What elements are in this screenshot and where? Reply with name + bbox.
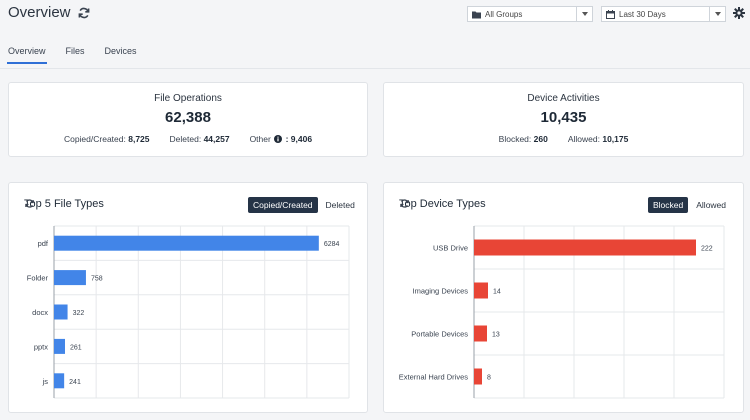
toggle-allowed[interactable]: Allowed	[696, 200, 727, 210]
category-label: USB Drive	[433, 244, 468, 253]
file-types-toggle: Copied/Created Deleted	[248, 197, 360, 213]
value-label: 6284	[324, 241, 340, 248]
value-label: 222	[701, 246, 713, 253]
value-label: 14	[493, 289, 501, 296]
refresh-icon[interactable]	[25, 199, 121, 210]
other-stat: Other : 9,406	[249, 134, 313, 144]
file-operations-card: File Operations 62,388 Copied/Created: 8…	[8, 82, 368, 157]
tab-bar: Overview Files Devices	[7, 46, 157, 64]
device-activities-title: Device Activities	[527, 93, 600, 104]
device-types-toggle: Blocked Allowed	[648, 197, 731, 213]
file-types-chart: pdf 6284 Folder 758 docx 322 pptx 261 js 241	[27, 225, 350, 399]
category-label: Imaging Devices	[413, 287, 469, 296]
value-label: 322	[73, 310, 85, 317]
value-label: 261	[70, 344, 82, 351]
bar-folder	[54, 270, 86, 286]
allowed-stat: Allowed: 10,175	[567, 134, 629, 144]
file-operations-total: 62,388	[165, 109, 211, 126]
toggle-copied-created[interactable]: Copied/Created	[248, 197, 318, 213]
page-title: Overview	[8, 4, 71, 21]
category-label: Folder	[27, 274, 49, 283]
toggle-deleted[interactable]: Deleted	[325, 200, 355, 210]
bar-portable-devices	[474, 325, 487, 342]
category-label: pdf	[38, 239, 49, 248]
value-label: 241	[69, 379, 81, 386]
refresh-icon[interactable]	[77, 6, 91, 20]
group-select[interactable]: All Groups	[467, 6, 593, 22]
bar-pdf	[54, 235, 319, 251]
category-label: Portable Devices	[411, 330, 468, 339]
device-types-title: Top Device Types	[399, 198, 503, 210]
value-label: 13	[492, 332, 500, 339]
refresh-icon[interactable]	[400, 199, 503, 210]
folder-icon	[472, 10, 481, 19]
tab-overview[interactable]: Overview	[7, 46, 47, 64]
device-activities-card: Device Activities 10,435 Blocked: 260 Al…	[383, 82, 744, 157]
bar-external-hard-drives	[474, 368, 482, 385]
chevron-down-icon[interactable]	[576, 7, 592, 21]
blocked-stat: Blocked: 260	[498, 134, 548, 144]
category-label: pptx	[34, 342, 48, 351]
date-range-value: Last 30 Days	[619, 9, 666, 19]
tab-divider	[0, 68, 750, 69]
info-icon[interactable]	[274, 135, 283, 143]
tab-devices[interactable]: Devices	[104, 46, 137, 56]
group-select-value: All Groups	[485, 9, 523, 19]
file-types-chart-card: pdf 6284 Folder 758 docx 322 pptx 261 js 241 Top …	[8, 182, 368, 413]
category-label: docx	[32, 308, 48, 317]
value-label: 758	[91, 276, 103, 283]
bar-imaging-devices	[474, 282, 488, 299]
tab-files[interactable]: Files	[65, 46, 85, 56]
chevron-down-icon[interactable]	[709, 7, 725, 21]
gear-icon[interactable]	[733, 6, 745, 19]
date-range-select[interactable]: Last 30 Days	[601, 6, 726, 22]
category-label: js	[42, 377, 49, 386]
file-types-title: Top 5 File Types	[24, 198, 121, 210]
page-header: Overview	[8, 4, 91, 21]
copied-created-stat: Copied/Created: 8,725	[63, 134, 150, 144]
file-operations-title: File Operations	[154, 93, 222, 104]
device-types-chart-card: USB Drive 222 Imaging Devices 14 Portable De…	[383, 182, 744, 413]
bar-docx	[54, 304, 68, 320]
device-activities-total: 10,435	[540, 109, 587, 126]
deleted-stat: Deleted: 44,257	[169, 134, 230, 144]
device-types-chart: USB Drive 222 Imaging Devices 14 Portable De…	[399, 225, 725, 399]
value-label: 8	[487, 375, 491, 382]
bar-pptx	[54, 338, 65, 354]
toggle-blocked[interactable]: Blocked	[648, 197, 689, 213]
bar-usb-drive	[474, 239, 696, 256]
calendar-icon	[606, 9, 615, 19]
category-label: External Hard Drives	[399, 373, 468, 382]
bar-js	[54, 373, 65, 389]
